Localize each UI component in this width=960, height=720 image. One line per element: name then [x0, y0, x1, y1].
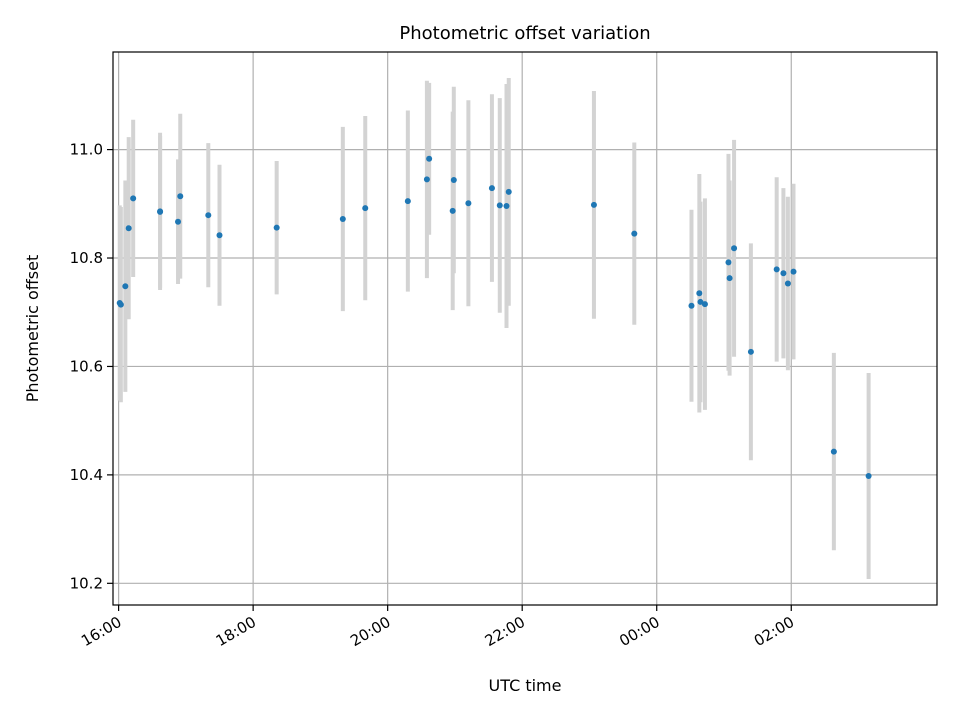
data-point	[426, 155, 433, 162]
data-point	[362, 205, 369, 212]
data-point	[780, 270, 787, 277]
x-tick-label: 20:00	[347, 613, 393, 650]
y-tick-label: 10.6	[70, 357, 103, 375]
x-tick-label: 18:00	[213, 613, 259, 650]
y-tick-label: 10.8	[70, 249, 103, 267]
data-point	[726, 275, 733, 282]
data-point	[122, 283, 129, 290]
data-point	[790, 268, 797, 275]
y-tick-label: 10.4	[70, 466, 103, 484]
plot-frame	[112, 51, 938, 606]
data-point	[725, 259, 732, 266]
x-tick-label: 22:00	[482, 613, 528, 650]
y-axis-title: Photometric offset	[23, 255, 42, 403]
grid	[113, 52, 937, 605]
data-point	[784, 280, 791, 287]
data-point	[747, 348, 754, 355]
data-point	[449, 207, 456, 214]
data-point	[130, 195, 137, 202]
data-point	[503, 202, 510, 209]
x-tick-label: 02:00	[751, 613, 797, 650]
data-point	[488, 185, 495, 192]
data-point	[339, 215, 346, 222]
data-point	[117, 301, 124, 308]
data-point	[125, 225, 132, 232]
data-point	[688, 302, 695, 309]
data-point	[404, 198, 411, 205]
data-point	[731, 245, 738, 252]
data-points	[116, 155, 872, 479]
data-point	[273, 224, 280, 231]
data-point	[631, 230, 638, 237]
data-point	[701, 301, 708, 308]
data-point	[773, 266, 780, 273]
data-point	[590, 201, 597, 208]
x-axis-title: UTC time	[489, 676, 562, 695]
data-point	[505, 188, 512, 195]
data-point	[465, 200, 472, 207]
data-point	[696, 290, 703, 297]
chart-title: Photometric offset variation	[399, 23, 650, 44]
data-point	[697, 298, 704, 305]
data-point	[216, 232, 223, 239]
data-point	[496, 202, 503, 209]
errorbars	[117, 78, 871, 579]
data-point	[175, 218, 182, 225]
x-tick-label: 00:00	[616, 613, 662, 650]
data-point	[830, 448, 837, 455]
data-point	[205, 212, 212, 219]
data-point	[423, 176, 430, 183]
y-tick-label: 10.2	[70, 574, 103, 592]
data-point	[865, 472, 872, 479]
data-point	[450, 176, 457, 183]
data-point	[157, 208, 164, 215]
y-tick-label: 11.0	[70, 141, 103, 159]
data-point	[177, 193, 184, 200]
x-tick-label: 16:00	[78, 613, 124, 650]
